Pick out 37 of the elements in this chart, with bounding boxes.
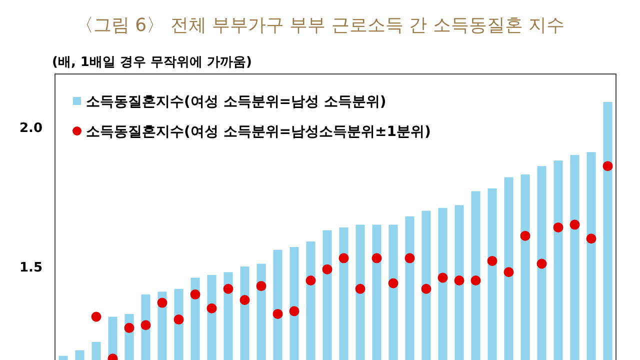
point — [470, 275, 481, 286]
point — [190, 289, 200, 300]
point — [536, 258, 547, 269]
point — [570, 220, 580, 230]
point — [256, 281, 266, 292]
y-axis-title: (배, 1배일 경우 무작위에 가까움) — [52, 55, 252, 70]
point — [91, 312, 102, 322]
legend-label: 소득동질혼지수(여성 소득분위=남성 소득분위) — [86, 94, 386, 110]
point — [504, 267, 514, 278]
point — [454, 275, 464, 286]
point — [602, 161, 613, 172]
point — [553, 222, 564, 232]
point — [586, 234, 596, 244]
point — [421, 284, 432, 294]
chart-title: 〈그림 6〉 전체 부부가구 부부 근로소득 간 소득동질혼 지수 — [75, 15, 565, 36]
point — [487, 256, 498, 266]
point — [338, 253, 349, 264]
point — [223, 284, 234, 294]
point — [124, 322, 134, 333]
point — [520, 230, 530, 241]
point — [388, 278, 398, 288]
point — [206, 303, 217, 314]
point — [306, 275, 316, 286]
point — [240, 295, 250, 306]
point — [322, 264, 332, 274]
legend-label: 소득동질혼지수(여성 소득분위=남성소득분위±1분위) — [86, 124, 431, 140]
point — [404, 253, 415, 264]
y-tick-label: 2.0 — [19, 121, 43, 136]
y-tick-label: 1.5 — [19, 260, 43, 276]
point — [174, 314, 184, 325]
point — [272, 308, 283, 319]
point — [438, 272, 448, 283]
point — [289, 306, 300, 316]
point — [372, 253, 382, 264]
point — [355, 284, 366, 294]
point — [157, 298, 168, 308]
point — [140, 320, 151, 330]
